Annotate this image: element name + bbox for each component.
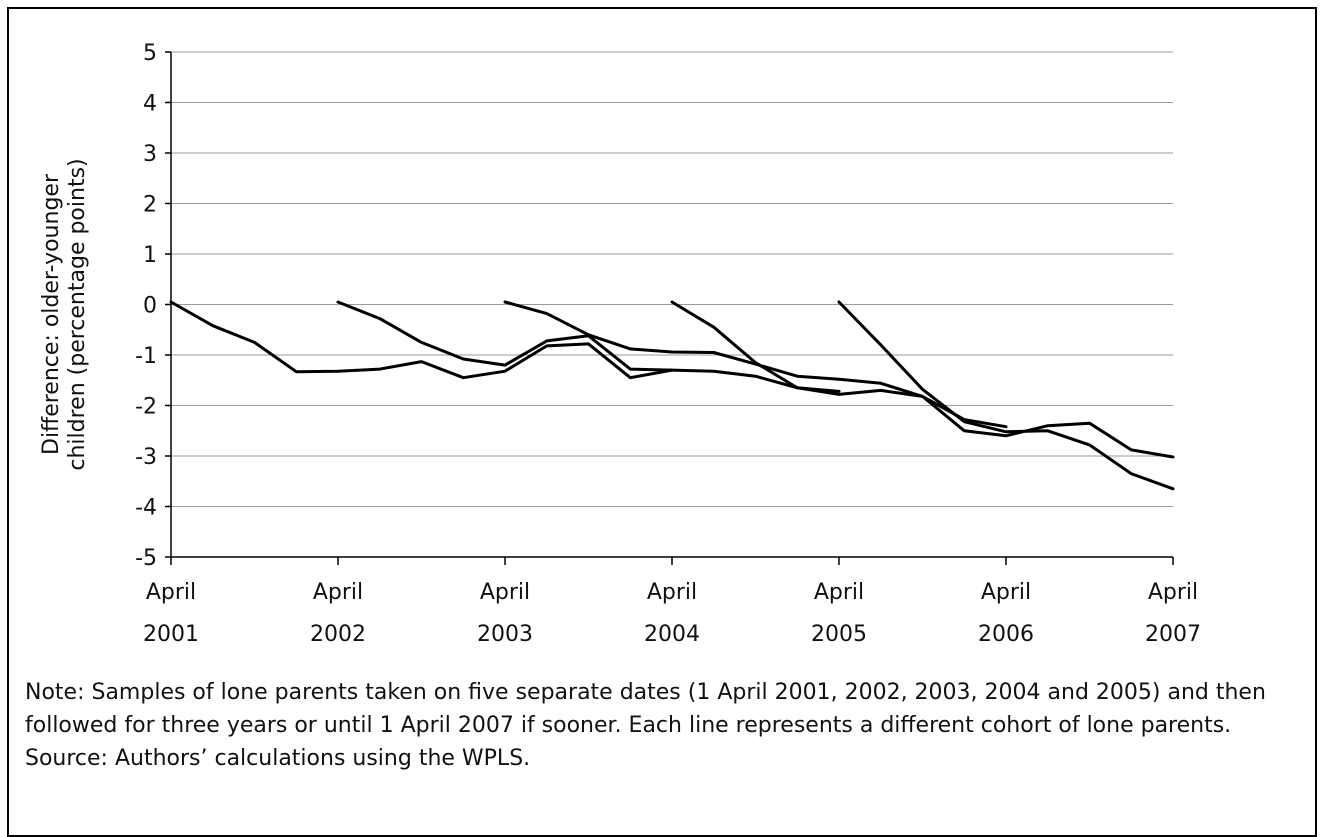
x-tick-label-month: April bbox=[981, 580, 1031, 605]
axes bbox=[165, 51, 1174, 565]
y-axis-label: Difference: older-younger children (perce… bbox=[39, 158, 90, 470]
x-tick-label-month: April bbox=[1148, 580, 1198, 605]
x-tick-labels: April 2001 April 2002 April 2003 April 2004 Apri… bbox=[143, 580, 1201, 647]
y-tick-label: 3 bbox=[143, 142, 157, 167]
x-tick-label-year: 2005 bbox=[811, 622, 867, 647]
y-tick-label: 2 bbox=[143, 193, 157, 218]
y-tick-label: -1 bbox=[135, 344, 157, 369]
y-tick-label: -2 bbox=[135, 395, 157, 420]
y-tick-label: -4 bbox=[135, 496, 157, 521]
x-tick-label-year: 2001 bbox=[143, 622, 199, 647]
series-line-5 bbox=[837, 300, 1175, 491]
x-tick-label-year: 2003 bbox=[477, 622, 533, 647]
x-tick-label-month: April bbox=[146, 580, 196, 605]
y-tick-label: -5 bbox=[135, 546, 157, 571]
x-tick-label-year: 2004 bbox=[644, 622, 700, 647]
series-line-4 bbox=[670, 300, 1175, 459]
x-tick-label-year: 2002 bbox=[310, 622, 366, 647]
y-tick-labels: 5 4 3 2 1 0 -1 -2 -3 -4 -5 bbox=[135, 41, 157, 571]
figure-notes: Note: Samples of lone parents taken on f… bbox=[25, 676, 1310, 775]
y-axis-label-line: Difference: older-younger bbox=[39, 173, 64, 455]
y-tick-label: 4 bbox=[143, 92, 157, 117]
y-tick-label: 0 bbox=[143, 294, 157, 319]
x-tick-label-year: 2006 bbox=[978, 622, 1034, 647]
source-text: Source: Authors’ calculations using the … bbox=[25, 746, 531, 771]
x-tick-label-month: April bbox=[313, 580, 363, 605]
y-tick-label: 5 bbox=[143, 41, 157, 66]
x-tick-label-month: April bbox=[480, 580, 530, 605]
x-tick-label-month: April bbox=[814, 580, 864, 605]
series-lines bbox=[169, 300, 1175, 491]
series-line-2 bbox=[336, 300, 841, 393]
x-tick-label-month: April bbox=[647, 580, 697, 605]
y-axis-label-line: children (percentage points) bbox=[65, 158, 90, 470]
gridlines bbox=[171, 51, 1173, 507]
y-tick-label: -3 bbox=[135, 445, 157, 470]
series-line-1 bbox=[169, 300, 674, 380]
note-text: Note: Samples of lone parents taken on f… bbox=[25, 680, 1266, 738]
y-tick-label: 1 bbox=[143, 243, 157, 268]
x-tick-label-year: 2007 bbox=[1145, 622, 1201, 647]
